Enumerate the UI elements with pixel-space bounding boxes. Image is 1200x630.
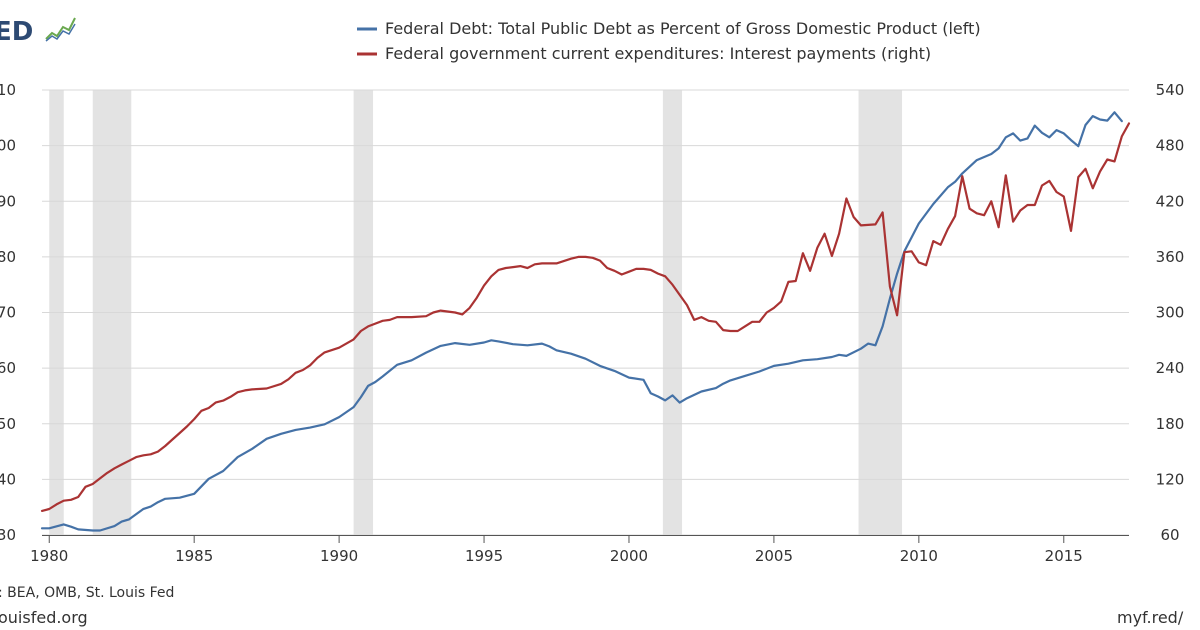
legend-label-interest: Federal government current expenditures:… — [385, 44, 931, 63]
series-line-interest-payments — [40, 122, 1131, 512]
gridlines — [42, 89, 1129, 536]
fred-logo-chart-icon — [45, 16, 76, 42]
x-tick-label: 2000 — [610, 547, 648, 565]
fred-logo[interactable]: ED — [0, 16, 76, 47]
y-right-tick-label: 120 — [1156, 470, 1185, 488]
x-tick-label: 1995 — [465, 547, 503, 565]
y-left-tick-label: 60 — [0, 359, 16, 377]
y-left-tick-label: 10 — [0, 81, 16, 99]
y-right-tick-label: 540 — [1156, 81, 1185, 99]
x-tick-label: 1990 — [320, 547, 358, 565]
y-left-tick-label: 40 — [0, 470, 16, 488]
x-tick-label: 2010 — [900, 547, 938, 565]
y-right-tick-label: 60 — [1160, 526, 1179, 544]
source-note: : BEA, OMB, St. Louis Fed — [0, 585, 174, 601]
plot-series — [40, 111, 1131, 532]
series-line-debt-percent-gdp — [40, 111, 1123, 532]
y-right-tick-label: 360 — [1156, 248, 1185, 266]
y-axis-left: 30 40 50 60 70 80 90 00 10 — [0, 81, 16, 544]
y-right-tick-label: 480 — [1156, 137, 1185, 155]
y-right-tick-label: 420 — [1156, 192, 1185, 210]
site-url-left[interactable]: ouisfed.org — [0, 608, 88, 627]
x-tick-label: 1985 — [175, 547, 213, 565]
y-left-tick-label: 30 — [0, 526, 16, 544]
x-axis: 1980 1985 1990 1995 2000 2005 2010 2015 — [30, 535, 1129, 565]
y-left-tick-label: 80 — [0, 248, 16, 266]
y-right-tick-label: 180 — [1156, 415, 1185, 433]
y-right-tick-label: 240 — [1156, 359, 1185, 377]
x-tick-label: 2005 — [755, 547, 793, 565]
legend: Federal Debt: Total Public Debt as Perce… — [357, 19, 981, 63]
y-right-tick-label: 300 — [1156, 304, 1185, 322]
y-left-tick-label: 50 — [0, 415, 16, 433]
x-tick-label: 1980 — [30, 547, 68, 565]
legend-label-debt: Federal Debt: Total Public Debt as Perce… — [385, 19, 981, 38]
x-tick-label: 2015 — [1045, 547, 1083, 565]
y-left-tick-label: 70 — [0, 304, 16, 322]
site-url-right[interactable]: myf.red/ — [1117, 608, 1184, 627]
y-left-tick-label: 90 — [0, 192, 16, 210]
fred-logo-text: ED — [0, 17, 33, 47]
footer: : BEA, OMB, St. Louis Fed ouisfed.org my… — [0, 585, 1184, 627]
y-axis-right: 60 120 180 240 300 360 420 480 540 — [1156, 81, 1185, 544]
y-left-tick-label: 00 — [0, 137, 16, 155]
